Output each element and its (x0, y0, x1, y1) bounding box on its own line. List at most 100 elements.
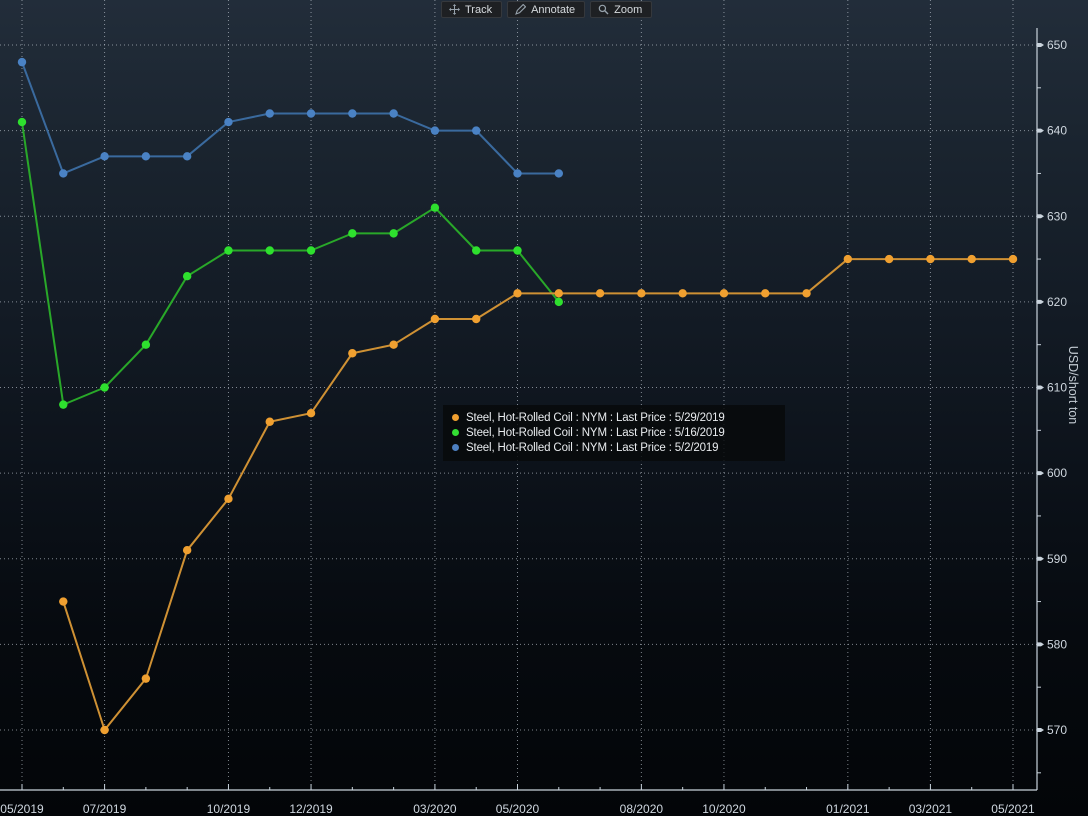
y-major-tick (1037, 471, 1044, 476)
data-point-series-1 (389, 229, 398, 238)
data-point-series-2 (100, 152, 109, 161)
data-point-series-2 (430, 126, 440, 135)
annotate-button[interactable]: Annotate (507, 1, 586, 18)
chart-legend: Steel, Hot-Rolled Coil : NYM : Last Pric… (443, 405, 785, 461)
y-major-tick (1037, 299, 1044, 304)
zoom-button-label: Zoom (614, 3, 643, 16)
y-tick-label: 650 (1047, 38, 1067, 52)
y-major-tick (1037, 385, 1044, 390)
data-point-series-2 (472, 126, 481, 135)
data-point-series-2 (306, 109, 316, 118)
data-point-series-1 (430, 203, 440, 212)
data-point-series-0 (802, 289, 811, 298)
data-point-series-2 (224, 117, 233, 127)
data-point-series-2 (17, 57, 27, 67)
legend-label: Steel, Hot-Rolled Coil : NYM : Last Pric… (466, 441, 719, 454)
x-tick-label: 01/2021 (826, 802, 870, 816)
data-point-series-2 (348, 109, 357, 118)
data-point-series-0 (637, 289, 646, 298)
y-tick-label: 620 (1047, 295, 1067, 309)
data-point-series-0 (843, 254, 853, 264)
y-major-tick (1037, 728, 1044, 732)
legend-item-5-16-2019[interactable]: Steel, Hot-Rolled Coil : NYM : Last Pric… (452, 425, 776, 440)
data-point-series-0 (513, 289, 522, 298)
y-tick-label: 580 (1047, 637, 1067, 651)
y-major-tick (1037, 128, 1044, 133)
data-point-series-2 (389, 109, 398, 118)
x-tick-label: 03/2020 (413, 802, 457, 816)
series-line-2 (21, 61, 559, 175)
series-line-0 (62, 258, 1013, 731)
x-tick-label: 08/2020 (620, 802, 664, 816)
data-point-series-1 (472, 246, 481, 255)
data-point-series-0 (719, 289, 729, 298)
data-point-series-1 (306, 246, 316, 255)
data-point-series-0 (884, 254, 894, 264)
track-button[interactable]: Track (441, 1, 503, 18)
legend-label: Steel, Hot-Rolled Coil : NYM : Last Pric… (466, 426, 725, 439)
y-tick-label: 630 (1047, 209, 1067, 223)
data-point-series-2 (182, 152, 192, 161)
data-point-series-1 (59, 400, 68, 409)
data-point-series-0 (306, 408, 316, 418)
y-major-tick (1037, 43, 1044, 47)
legend-swatch-orange (452, 414, 459, 421)
x-tick-label: 05/2020 (496, 802, 540, 816)
data-point-series-1 (224, 246, 233, 255)
x-tick-label: 05/2019 (0, 802, 44, 816)
legend-label: Steel, Hot-Rolled Coil : NYM : Last Pric… (466, 411, 725, 424)
y-major-tick (1037, 556, 1044, 561)
data-point-series-1 (141, 340, 151, 349)
data-point-series-0 (926, 254, 935, 264)
data-point-series-2 (59, 169, 68, 178)
data-point-series-0 (182, 545, 192, 555)
data-point-series-0 (595, 289, 605, 298)
data-point-series-1 (348, 229, 357, 238)
series-line-1 (21, 121, 560, 406)
y-tick-label: 600 (1047, 466, 1067, 480)
track-button-label: Track (465, 3, 493, 16)
data-point-series-1 (554, 297, 563, 307)
data-point-series-0 (554, 289, 563, 298)
data-point-series-0 (472, 314, 481, 324)
data-point-series-0 (678, 289, 687, 298)
data-point-series-0 (100, 725, 109, 735)
data-point-series-2 (141, 152, 151, 161)
zoom-button[interactable]: Zoom (590, 1, 653, 18)
data-point-series-2 (554, 169, 563, 178)
x-tick-label: 07/2019 (83, 802, 127, 816)
data-point-series-1 (265, 246, 274, 255)
annotate-button-label: Annotate (531, 3, 576, 16)
data-point-series-0 (761, 289, 770, 298)
legend-swatch-green (452, 429, 459, 436)
pencil-icon (515, 4, 527, 15)
x-tick-label: 10/2020 (702, 802, 746, 816)
y-major-tick (1037, 642, 1044, 647)
data-point-series-0 (141, 674, 151, 683)
data-point-series-0 (348, 349, 357, 358)
data-point-series-1 (100, 383, 109, 392)
legend-swatch-blue (452, 444, 459, 451)
y-major-tick (1037, 214, 1044, 219)
legend-item-5-2-2019[interactable]: Steel, Hot-Rolled Coil : NYM : Last Pric… (452, 440, 776, 455)
x-tick-label: 10/2019 (207, 802, 251, 816)
data-point-series-0 (1008, 254, 1018, 264)
x-tick-label: 12/2019 (289, 802, 333, 816)
magnifier-icon (598, 4, 609, 15)
data-point-series-2 (265, 109, 274, 118)
data-point-series-2 (513, 169, 522, 178)
data-point-series-0 (265, 417, 274, 426)
move-crosshair-icon (449, 4, 460, 15)
y-axis-title: USD/short ton (1066, 346, 1080, 425)
data-point-series-0 (389, 340, 398, 349)
x-tick-label: 05/2021 (991, 802, 1035, 816)
y-tick-label: 590 (1047, 552, 1067, 566)
legend-item-5-29-2019[interactable]: Steel, Hot-Rolled Coil : NYM : Last Pric… (452, 410, 776, 425)
data-point-series-1 (513, 246, 522, 255)
y-tick-label: 610 (1047, 381, 1067, 395)
data-point-series-1 (182, 271, 192, 281)
data-point-series-0 (224, 494, 233, 504)
data-point-series-1 (17, 117, 27, 127)
x-tick-label: 03/2021 (909, 802, 953, 816)
